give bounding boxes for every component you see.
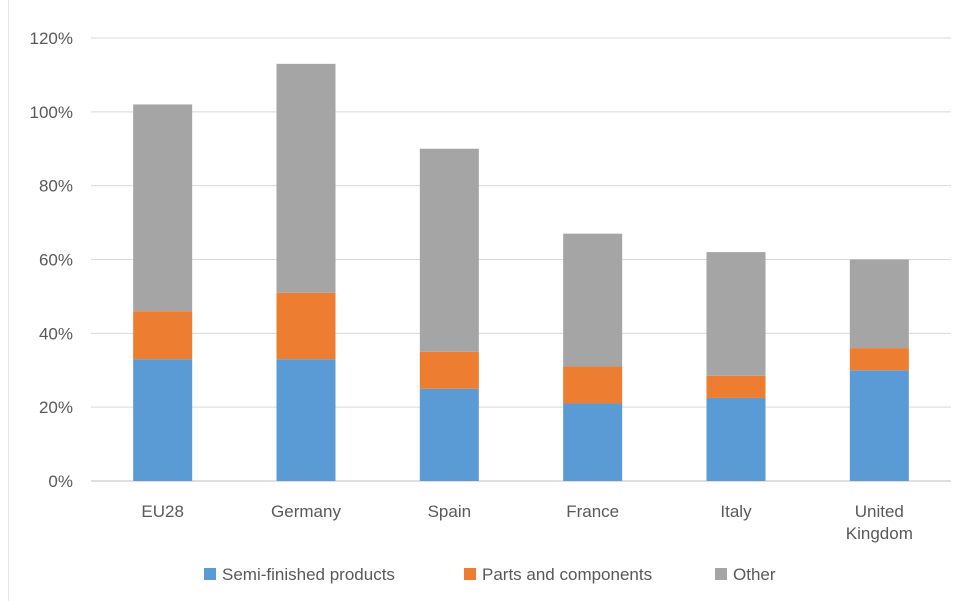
x-tick-label-line: Spain: [428, 502, 471, 521]
legend-swatch-other: [715, 568, 727, 580]
legend-swatch-parts-and-components: [464, 568, 476, 580]
legend-label: Other: [733, 565, 776, 584]
x-tick-label-line: Italy: [720, 502, 752, 521]
y-tick-label: 60%: [39, 251, 73, 270]
bar-united-kingdom-parts-and-components: [849, 348, 909, 371]
x-tick-label: EU28: [141, 502, 184, 521]
legend-swatch-semi-finished-products: [204, 568, 216, 580]
bar-spain-parts-and-components: [419, 351, 479, 389]
bar-spain-other: [419, 148, 479, 352]
legend: Semi-finished products Parts and componen…: [204, 565, 776, 584]
gridlines: [91, 37, 951, 482]
y-tick-label: 40%: [39, 324, 73, 343]
bar-eu28-semi-finished-products: [133, 359, 193, 481]
x-tick-label: France: [566, 502, 619, 521]
x-tick-label: Spain: [428, 502, 471, 521]
bar-italy-parts-and-components: [706, 375, 766, 398]
bar-germany-semi-finished-products: [276, 359, 336, 481]
x-axis-tick-labels: EU28 Germany Spain France Italy United Kingdom: [141, 502, 912, 543]
x-tick-label-line: France: [566, 502, 619, 521]
bar-spain-semi-finished-products: [419, 388, 479, 481]
x-tick-label-line: United: [855, 502, 904, 521]
x-tick-label-line: Germany: [271, 502, 341, 521]
x-tick-label-line: Kingdom: [846, 524, 913, 543]
bar-germany-parts-and-components: [276, 292, 336, 360]
bar-united-kingdom-other: [849, 259, 909, 349]
bar-italy-other: [706, 252, 766, 376]
x-tick-label: Italy: [720, 502, 752, 521]
bar-france-parts-and-components: [563, 366, 623, 404]
bar-united-kingdom-semi-finished-products: [849, 370, 909, 481]
bar-italy-semi-finished-products: [706, 397, 766, 481]
bar-france-semi-finished-products: [563, 403, 623, 481]
legend-label: Semi-finished products: [222, 565, 395, 584]
y-tick-label: 20%: [39, 398, 73, 417]
x-tick-label: Germany: [271, 502, 341, 521]
x-tick-label-line: EU28: [141, 502, 184, 521]
y-tick-label: 80%: [39, 177, 73, 196]
bars: [133, 63, 909, 481]
bar-france-other: [563, 233, 623, 367]
y-tick-label: 0%: [48, 472, 73, 491]
bar-eu28-parts-and-components: [133, 311, 193, 360]
bar-germany-other: [276, 63, 336, 293]
y-tick-label: 120%: [30, 29, 73, 48]
chart-container: 0% 20% 40% 60% 80% 100% 120% EU28 Germany Spain F…: [8, 0, 963, 601]
y-tick-label: 100%: [30, 103, 73, 122]
stacked-bar-chart: 0% 20% 40% 60% 80% 100% 120% EU28 Germany Spain F…: [30, 29, 951, 584]
x-tick-label: United Kingdom: [846, 502, 913, 543]
y-axis-tick-labels: 0% 20% 40% 60% 80% 100% 120%: [30, 29, 73, 491]
bar-eu28-other: [133, 104, 193, 312]
legend-label: Parts and components: [482, 565, 652, 584]
